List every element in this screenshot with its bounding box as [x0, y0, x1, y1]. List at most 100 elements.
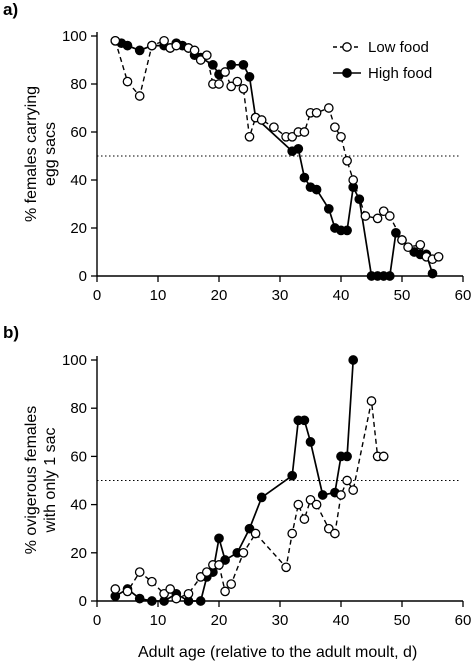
- data-point-low-food: [171, 40, 182, 51]
- legend-item-high-food: High food: [332, 60, 432, 86]
- panel-b-ylabel-line2: with only 1 sac: [42, 427, 59, 533]
- data-point-high-food: [134, 45, 145, 56]
- data-point-low-food: [397, 235, 407, 245]
- data-point-low-food: [330, 122, 340, 133]
- x-tick-label: 10: [150, 287, 167, 304]
- data-point-low-food: [238, 547, 249, 558]
- data-point-low-food: [214, 560, 224, 570]
- data-point-high-food: [147, 596, 157, 606]
- panel-a-plot: 0 20 40 60 80 100 0 10 20 30 40 50 60: [62, 28, 471, 304]
- data-point-low-food: [323, 103, 334, 113]
- panel-a-ylabel: % females carrying egg sacs: [22, 54, 62, 254]
- x-tick-label: 60: [455, 612, 472, 629]
- data-point-low-food: [201, 567, 212, 577]
- data-point-low-food: [403, 242, 413, 253]
- data-point-low-food: [201, 50, 212, 61]
- data-point-low-food: [110, 584, 121, 594]
- x-tick-label: 0: [93, 612, 101, 629]
- y-tick-label: 80: [70, 76, 87, 93]
- data-point-high-food: [311, 184, 322, 195]
- data-point-low-food: [214, 79, 224, 89]
- data-point-low-food: [342, 155, 352, 166]
- data-point-high-food: [256, 492, 267, 503]
- y-tick-label: 100: [62, 352, 87, 369]
- x-tick-label: 60: [455, 287, 472, 304]
- y-tick-label: 100: [62, 28, 87, 45]
- data-point-low-food: [330, 528, 340, 539]
- data-point-high-food: [238, 59, 249, 70]
- data-point-high-food: [348, 355, 359, 365]
- data-point-high-food: [214, 533, 224, 544]
- data-point-low-food: [433, 251, 444, 262]
- data-point-high-food: [317, 490, 328, 500]
- data-point-low-food: [134, 567, 145, 577]
- panel-a-ylabel-line1: % females carrying: [23, 85, 40, 223]
- y-tick-label: 0: [79, 593, 87, 610]
- data-point-high-food: [208, 59, 218, 70]
- data-point-high-food: [220, 555, 230, 565]
- data-point-low-food: [220, 586, 230, 597]
- data-point-high-food: [342, 451, 352, 462]
- data-point-low-food: [189, 45, 200, 56]
- data-point-low-food: [384, 211, 395, 221]
- panel-b-ylabel: % ovigerous females with only 1 sac: [22, 380, 62, 580]
- data-point-high-food: [122, 40, 133, 51]
- data-point-low-food: [147, 576, 157, 587]
- x-tick-label: 0: [93, 287, 101, 304]
- data-point-low-food: [220, 67, 230, 77]
- data-point-high-food: [342, 225, 352, 236]
- legend-label-high-food: High food: [368, 64, 433, 82]
- y-tick-label: 60: [70, 124, 87, 141]
- x-tick-label: 20: [211, 612, 228, 629]
- x-tick-label: 30: [272, 287, 289, 304]
- legend-open-marker-icon: [333, 42, 361, 52]
- data-point-low-food: [366, 396, 377, 406]
- legend-item-low-food: Low food: [332, 34, 432, 60]
- y-tick-label: 80: [70, 400, 87, 417]
- x-axis-label: Adult age (relative to the adult moult, …: [138, 644, 418, 661]
- data-point-high-food: [287, 470, 298, 481]
- data-point-high-food: [244, 71, 255, 82]
- y-tick-label: 40: [70, 172, 87, 189]
- data-point-low-food: [336, 490, 346, 500]
- data-point-low-food: [287, 528, 298, 539]
- data-point-low-food: [372, 213, 383, 224]
- x-tick-label: 40: [333, 287, 350, 304]
- x-tick-label: 20: [211, 287, 228, 304]
- data-point-low-food: [336, 131, 346, 142]
- data-point-low-food: [238, 83, 249, 94]
- data-point-high-food: [299, 172, 310, 183]
- data-point-high-food: [293, 143, 304, 154]
- data-point-low-food: [122, 76, 133, 87]
- y-tick-label: 0: [79, 268, 87, 285]
- data-point-high-food: [305, 437, 316, 447]
- y-tick-label: 20: [70, 545, 87, 562]
- data-point-low-food: [378, 451, 389, 462]
- panel-b-label: b): [3, 323, 20, 342]
- data-point-high-food: [354, 194, 365, 205]
- data-point-low-food: [226, 579, 237, 589]
- data-point-high-food: [195, 596, 206, 606]
- data-point-low-food: [256, 115, 267, 125]
- data-point-high-food: [384, 271, 395, 281]
- data-point-low-food: [110, 35, 121, 46]
- data-point-low-food: [342, 475, 352, 486]
- panel-a-label: a): [3, 0, 19, 19]
- data-point-high-food: [323, 203, 334, 214]
- data-point-low-food: [165, 584, 176, 594]
- data-point-low-food: [159, 35, 169, 46]
- y-tick-label: 40: [70, 497, 87, 514]
- data-point-low-food: [281, 562, 291, 573]
- data-point-low-food: [311, 107, 322, 118]
- data-point-low-food: [147, 40, 157, 51]
- x-tick-label: 50: [394, 287, 411, 304]
- y-tick-label: 20: [70, 220, 87, 237]
- data-point-low-food: [171, 593, 182, 604]
- data-point-high-food: [427, 268, 438, 279]
- data-point-low-food: [299, 127, 310, 137]
- data-point-low-food: [250, 528, 261, 539]
- x-tick-label: 50: [394, 612, 411, 629]
- data-point-low-food: [183, 588, 194, 599]
- panel-b-ylabel-line1: % ovigerous females: [23, 405, 40, 555]
